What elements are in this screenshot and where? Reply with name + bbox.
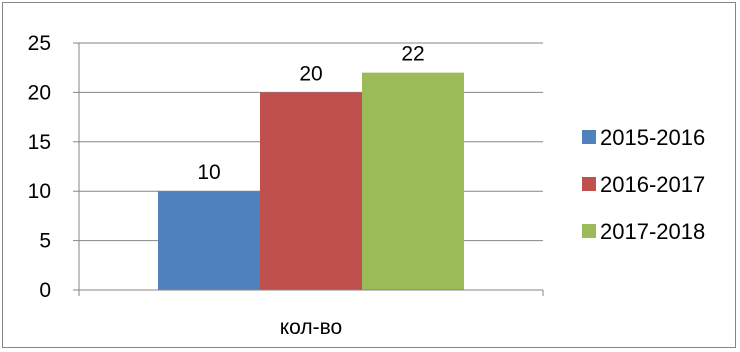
legend-swatch [582, 177, 596, 191]
bar-2016-2017 [260, 92, 362, 291]
y-tick-label: 5 [39, 230, 51, 253]
legend-label: 2015-2016 [600, 125, 705, 150]
data-label: 22 [401, 43, 424, 66]
bars [158, 72, 464, 291]
y-tick-label: 15 [28, 131, 51, 154]
data-label: 20 [299, 62, 322, 85]
y-tick-label: 25 [28, 32, 51, 55]
data-labels: 10 20 22 [197, 43, 424, 185]
bar-2017-2018 [362, 72, 464, 290]
y-axis-ticks: 0 5 10 15 20 25 [28, 32, 51, 302]
x-axis-categories: кол-во [280, 316, 343, 339]
y-tick-label: 10 [28, 180, 51, 203]
bar-2015-2016 [158, 191, 260, 290]
y-tick-label: 0 [39, 279, 51, 302]
bar-chart: 0 5 10 15 20 25 10 20 22 кол-во 2015-2016 2016-2… [28, 32, 706, 339]
legend: 2015-2016 2016-2017 2017-2018 [582, 125, 705, 244]
x-category-label: кол-во [280, 316, 343, 339]
data-label: 10 [197, 161, 220, 184]
legend-swatch [582, 130, 596, 144]
legend-swatch [582, 224, 596, 238]
y-tick-label: 20 [28, 81, 51, 104]
legend-label: 2016-2017 [600, 172, 705, 197]
legend-label: 2017-2018 [600, 219, 705, 244]
chart-frame: 0 5 10 15 20 25 10 20 22 кол-во 2015-2016 2016-2… [2, 2, 736, 348]
axes [73, 42, 544, 296]
